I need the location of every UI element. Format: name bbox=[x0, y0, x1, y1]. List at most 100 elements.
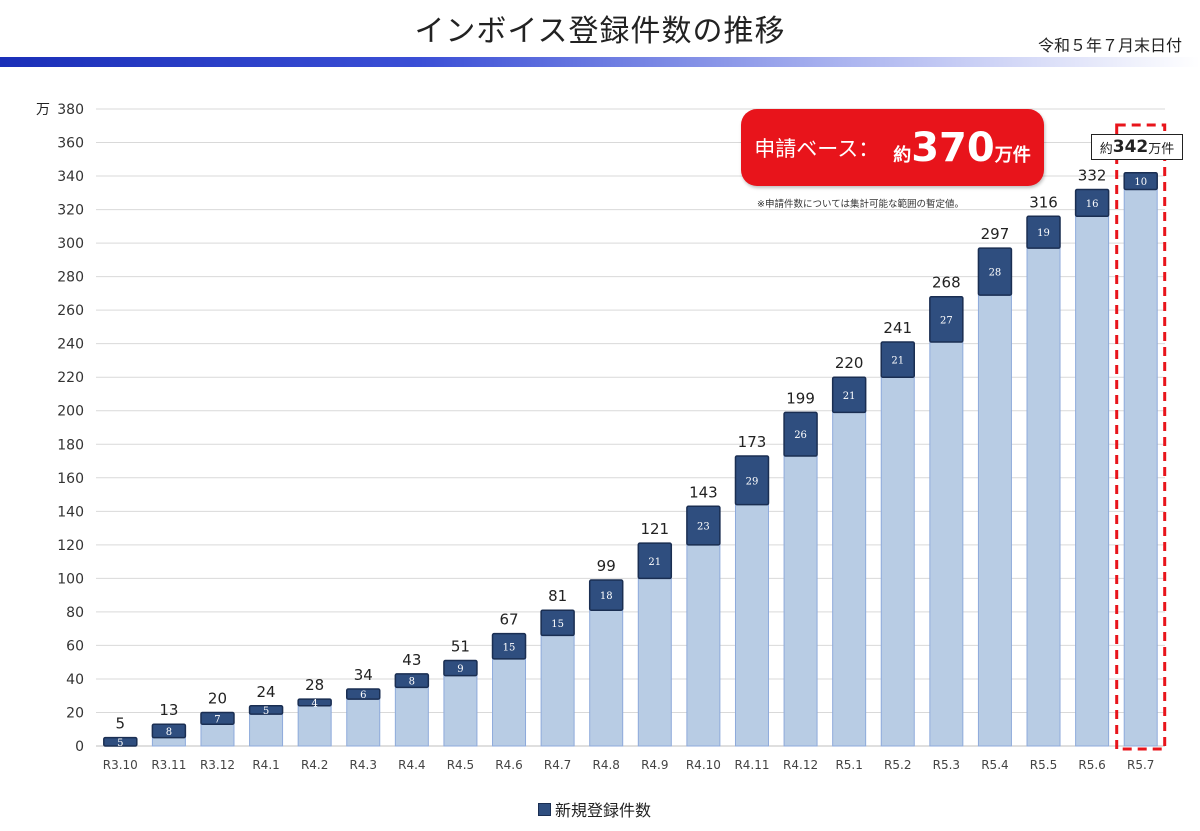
bar-total-label: 220 bbox=[835, 354, 864, 372]
callout-note: ※申請件数については集計可能な範囲の暫定値。 bbox=[757, 199, 964, 210]
bar-new-label: 4 bbox=[311, 698, 317, 709]
legend-swatch bbox=[538, 802, 551, 816]
bar-new bbox=[831, 376, 867, 414]
bar-new-label: 23 bbox=[697, 522, 710, 533]
bar-total-label: 99 bbox=[597, 557, 616, 575]
y-tick-label: 200 bbox=[57, 404, 84, 420]
highlight-total-label: 約 342 万件 bbox=[1091, 134, 1183, 160]
bar-total-label: 268 bbox=[932, 274, 961, 292]
bar-new bbox=[540, 609, 575, 637]
bar-total-label: 5 bbox=[116, 715, 126, 733]
bar-new bbox=[1123, 171, 1158, 191]
bar-new bbox=[1074, 188, 1110, 218]
bar-base bbox=[200, 723, 235, 747]
bar-new bbox=[880, 341, 915, 378]
bar-new bbox=[491, 632, 527, 660]
bar-new bbox=[103, 736, 138, 747]
y-tick-label: 300 bbox=[57, 236, 84, 252]
x-tick-label: R5.1 bbox=[835, 758, 862, 772]
header-rule bbox=[0, 57, 1200, 67]
bar-total-label: 297 bbox=[981, 225, 1010, 243]
bar-base bbox=[832, 411, 867, 747]
x-tick-label: R4.7 bbox=[544, 758, 571, 772]
bar-total-label: 332 bbox=[1078, 166, 1107, 184]
bar-total-label: 81 bbox=[548, 587, 567, 605]
callout-label: 申請ベース： bbox=[754, 136, 880, 161]
bar-base bbox=[443, 675, 478, 747]
bar-base bbox=[297, 705, 332, 747]
bar-base bbox=[249, 713, 284, 747]
bar-base bbox=[929, 341, 964, 747]
x-tick-label: R5.6 bbox=[1078, 758, 1105, 772]
bar-new-label: 15 bbox=[503, 642, 516, 653]
bar-base bbox=[1123, 188, 1158, 747]
bar-new-label: 21 bbox=[648, 557, 661, 568]
bar-new bbox=[686, 505, 721, 546]
x-tick-label: R4.3 bbox=[350, 758, 377, 772]
x-tick-label: R5.7 bbox=[1127, 758, 1154, 772]
x-tick-label: R5.3 bbox=[933, 758, 960, 772]
bar-new-label: 28 bbox=[989, 268, 1002, 279]
bar-new bbox=[929, 295, 964, 343]
x-tick-label: R4.1 bbox=[252, 758, 279, 772]
bar-new bbox=[588, 579, 624, 611]
x-tick-label: R4.8 bbox=[592, 758, 619, 772]
bar-new bbox=[783, 411, 818, 457]
bar-base bbox=[492, 658, 527, 747]
x-tick-label: R4.9 bbox=[641, 758, 668, 772]
y-tick-label: 280 bbox=[57, 270, 84, 286]
bar-base bbox=[589, 609, 624, 747]
bar-new-label: 8 bbox=[409, 677, 415, 688]
bar-total-label: 316 bbox=[1029, 193, 1058, 211]
bar-total-label: 67 bbox=[499, 611, 518, 629]
x-tick-label: R4.12 bbox=[783, 758, 818, 772]
bar-new bbox=[394, 673, 430, 689]
y-tick-label: 20 bbox=[66, 705, 84, 721]
x-tick-label: R5.4 bbox=[981, 758, 1008, 772]
y-tick-label: 260 bbox=[57, 303, 84, 319]
page-title: インボイス登録件数の推移 bbox=[414, 14, 786, 49]
x-tick-label: R4.5 bbox=[447, 758, 474, 772]
x-tick-label: R3.10 bbox=[103, 758, 138, 772]
bar-new bbox=[443, 659, 478, 677]
date-label: 令和５年７月末日付 bbox=[1037, 36, 1182, 55]
bar-base bbox=[346, 698, 381, 747]
y-tick-label: 340 bbox=[57, 169, 84, 185]
bar-base bbox=[686, 544, 721, 747]
x-tick-label: R5.2 bbox=[884, 758, 911, 772]
bar-new-label: 18 bbox=[600, 591, 613, 602]
y-tick-label: 180 bbox=[57, 437, 84, 453]
y-tick-label: 160 bbox=[57, 471, 84, 487]
application-callout: 申請ベース： 約370万件 bbox=[741, 109, 1044, 186]
x-tick-label: R3.12 bbox=[200, 758, 235, 772]
y-tick-label: 100 bbox=[57, 571, 84, 587]
y-tick-label: 240 bbox=[57, 337, 84, 353]
highlight-dashed-box bbox=[1115, 123, 1167, 751]
bar-total-label: 24 bbox=[257, 683, 276, 701]
bar-total-label: 121 bbox=[640, 520, 669, 538]
legend-label: 新規登録件数 bbox=[555, 801, 652, 820]
bar-total-label: 199 bbox=[786, 389, 815, 407]
x-tick-label: R4.11 bbox=[734, 758, 769, 772]
bar-new-label: 16 bbox=[1086, 199, 1099, 210]
bar-new-label: 10 bbox=[1134, 177, 1147, 188]
bar-new-label: 6 bbox=[360, 690, 366, 701]
bar-base bbox=[1075, 215, 1110, 747]
bar-base bbox=[880, 376, 915, 747]
x-tick-label: R3.11 bbox=[151, 758, 186, 772]
y-tick-label: 0 bbox=[75, 739, 84, 755]
bar-total-label: 34 bbox=[354, 666, 373, 684]
bar-total-label: 241 bbox=[883, 319, 912, 337]
bar-total-label: 43 bbox=[402, 651, 421, 669]
x-tick-label: R4.10 bbox=[686, 758, 721, 772]
y-tick-label: 60 bbox=[66, 638, 84, 654]
bar-base bbox=[1026, 247, 1061, 747]
bar-new bbox=[200, 711, 235, 725]
y-tick-label: 380 bbox=[57, 102, 84, 118]
bar-new-label: 21 bbox=[843, 391, 856, 402]
bar-new-label: 15 bbox=[551, 619, 564, 630]
bar-new bbox=[977, 247, 1013, 296]
x-tick-label: R5.5 bbox=[1030, 758, 1057, 772]
bar-new-label: 7 bbox=[214, 714, 220, 725]
